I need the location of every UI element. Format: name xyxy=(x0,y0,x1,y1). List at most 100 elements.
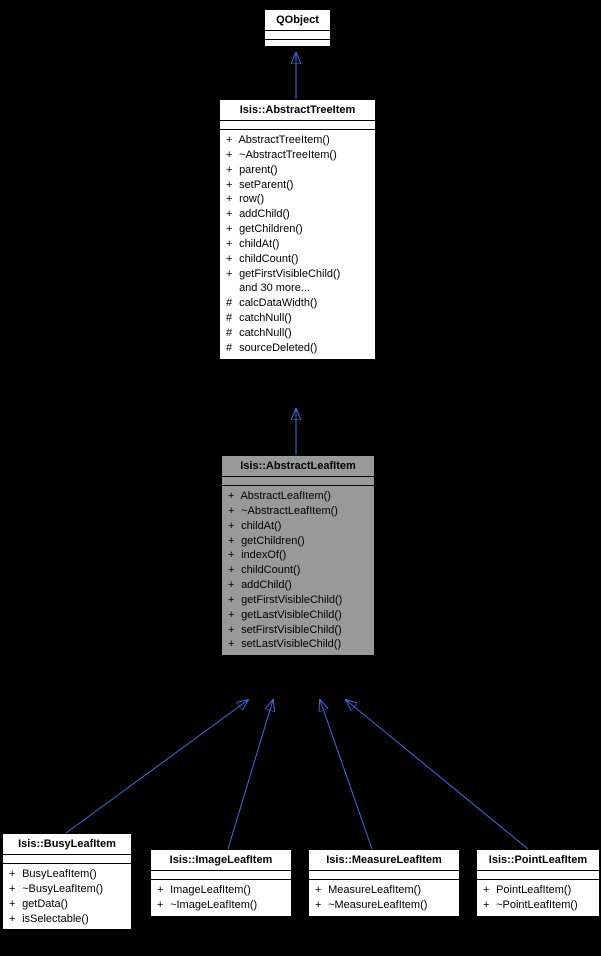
method-name: ~PointLeafItem() xyxy=(496,899,578,911)
method-name: getData() xyxy=(22,898,68,910)
method-name: BusyLeafItem() xyxy=(22,868,97,880)
method-visibility: + xyxy=(9,882,19,897)
class-node-abstracttree[interactable]: Isis::AbstractTreeItem+ AbstractTreeItem… xyxy=(219,99,376,360)
method-row: + indexOf() xyxy=(228,548,368,563)
method-visibility: + xyxy=(157,898,167,913)
method-row: + getChildren() xyxy=(226,222,369,237)
edge xyxy=(320,700,372,849)
class-methods-compartment: + BusyLeafItem()+ ~BusyLeafItem()+ getDa… xyxy=(3,864,131,929)
class-node-measureleaf[interactable]: Isis::MeasureLeafItem+ MeasureLeafItem()… xyxy=(308,849,460,917)
method-name: sourceDeleted() xyxy=(239,342,317,354)
class-node-pointleaf[interactable]: Isis::PointLeafItem+ PointLeafItem()+ ~P… xyxy=(476,849,600,917)
method-visibility: # xyxy=(226,326,236,341)
class-title: Isis::MeasureLeafItem xyxy=(309,850,459,871)
method-visibility: + xyxy=(226,148,236,163)
method-row: + ~PointLeafItem() xyxy=(483,898,593,913)
method-name: childAt() xyxy=(239,238,279,250)
method-row: + addChild() xyxy=(226,207,369,222)
method-name: ~BusyLeafItem() xyxy=(22,883,103,895)
method-row: # catchNull() xyxy=(226,326,369,341)
method-name: addChild() xyxy=(239,208,290,220)
method-name: ImageLeafItem() xyxy=(170,884,251,896)
method-name: getFirstVisibleChild() xyxy=(239,268,340,280)
method-row: + childAt() xyxy=(226,237,369,252)
method-row: + childCount() xyxy=(226,252,369,267)
method-visibility: + xyxy=(226,133,236,148)
method-row: + ImageLeafItem() xyxy=(157,883,285,898)
method-row: # sourceDeleted() xyxy=(226,341,369,356)
method-row: + getLastVisibleChild() xyxy=(228,608,368,623)
method-visibility: + xyxy=(9,912,19,927)
method-row: + parent() xyxy=(226,163,369,178)
method-name: catchNull() xyxy=(239,327,292,339)
method-row: # calcDataWidth() xyxy=(226,296,369,311)
method-visibility: + xyxy=(9,897,19,912)
method-visibility: + xyxy=(9,867,19,882)
class-methods-compartment: + AbstractTreeItem()+ ~AbstractTreeItem(… xyxy=(220,130,375,359)
method-name: row() xyxy=(239,193,264,205)
class-attr-compartment xyxy=(309,871,459,880)
method-visibility: + xyxy=(483,883,493,898)
method-row: + getChildren() xyxy=(228,534,368,549)
edge xyxy=(346,700,528,849)
method-row: + childCount() xyxy=(228,563,368,578)
class-title: Isis::BusyLeafItem xyxy=(3,834,131,855)
method-visibility: + xyxy=(226,178,236,193)
method-visibility: + xyxy=(315,883,325,898)
method-name: isSelectable() xyxy=(22,913,89,925)
method-row: + PointLeafItem() xyxy=(483,883,593,898)
method-row: + ~AbstractTreeItem() xyxy=(226,148,369,163)
method-visibility: + xyxy=(226,207,236,222)
method-name: setParent() xyxy=(239,179,293,191)
method-row: + row() xyxy=(226,192,369,207)
method-name: and 30 more... xyxy=(239,282,310,294)
method-name: setFirstVisibleChild() xyxy=(241,624,342,636)
method-visibility: + xyxy=(483,898,493,913)
method-row: + AbstractLeafItem() xyxy=(228,489,368,504)
method-visibility: + xyxy=(228,504,238,519)
method-name: PointLeafItem() xyxy=(496,884,571,896)
method-name: AbstractLeafItem() xyxy=(240,490,330,502)
method-row: + ~BusyLeafItem() xyxy=(9,882,125,897)
method-name: getChildren() xyxy=(241,535,305,547)
class-attr-compartment xyxy=(265,31,330,40)
class-node-imageleaf[interactable]: Isis::ImageLeafItem+ ImageLeafItem()+ ~I… xyxy=(150,849,292,917)
class-node-qobject[interactable]: QObject xyxy=(264,9,331,47)
method-visibility: + xyxy=(226,192,236,207)
class-title: Isis::AbstractLeafItem xyxy=(222,456,374,477)
method-row: + ~ImageLeafItem() xyxy=(157,898,285,913)
class-node-abstractleaf[interactable]: Isis::AbstractLeafItem+ AbstractLeafItem… xyxy=(221,455,375,656)
method-row: # catchNull() xyxy=(226,311,369,326)
method-row: + getFirstVisibleChild() xyxy=(228,593,368,608)
method-name: childAt() xyxy=(241,520,281,532)
method-row: + setParent() xyxy=(226,178,369,193)
method-visibility: + xyxy=(228,578,238,593)
method-name: getChildren() xyxy=(239,223,303,235)
method-name: ~AbstractTreeItem() xyxy=(239,149,337,161)
class-methods-compartment xyxy=(265,40,330,46)
method-row: + BusyLeafItem() xyxy=(9,867,125,882)
method-row: + ~AbstractLeafItem() xyxy=(228,504,368,519)
method-name: ~ImageLeafItem() xyxy=(170,899,257,911)
method-name: parent() xyxy=(239,164,278,176)
method-visibility: + xyxy=(226,222,236,237)
method-visibility: + xyxy=(228,489,238,504)
method-visibility: # xyxy=(226,296,236,311)
class-methods-compartment: + AbstractLeafItem()+ ~AbstractLeafItem(… xyxy=(222,486,374,655)
method-name: ~AbstractLeafItem() xyxy=(241,505,338,517)
method-name: catchNull() xyxy=(239,312,292,324)
method-name: calcDataWidth() xyxy=(239,297,317,309)
method-name: AbstractTreeItem() xyxy=(238,134,329,146)
class-title: QObject xyxy=(265,10,330,31)
method-name: childCount() xyxy=(241,564,300,576)
class-node-busyleaf[interactable]: Isis::BusyLeafItem+ BusyLeafItem()+ ~Bus… xyxy=(2,833,132,930)
method-visibility: + xyxy=(226,252,236,267)
method-row: + getFirstVisibleChild() xyxy=(226,267,369,282)
method-visibility: # xyxy=(226,311,236,326)
method-name: setLastVisibleChild() xyxy=(241,638,341,650)
method-visibility: + xyxy=(228,548,238,563)
method-visibility: # xyxy=(226,341,236,356)
method-name: getLastVisibleChild() xyxy=(241,609,342,621)
method-row: + ~MeasureLeafItem() xyxy=(315,898,453,913)
class-attr-compartment xyxy=(220,121,375,130)
